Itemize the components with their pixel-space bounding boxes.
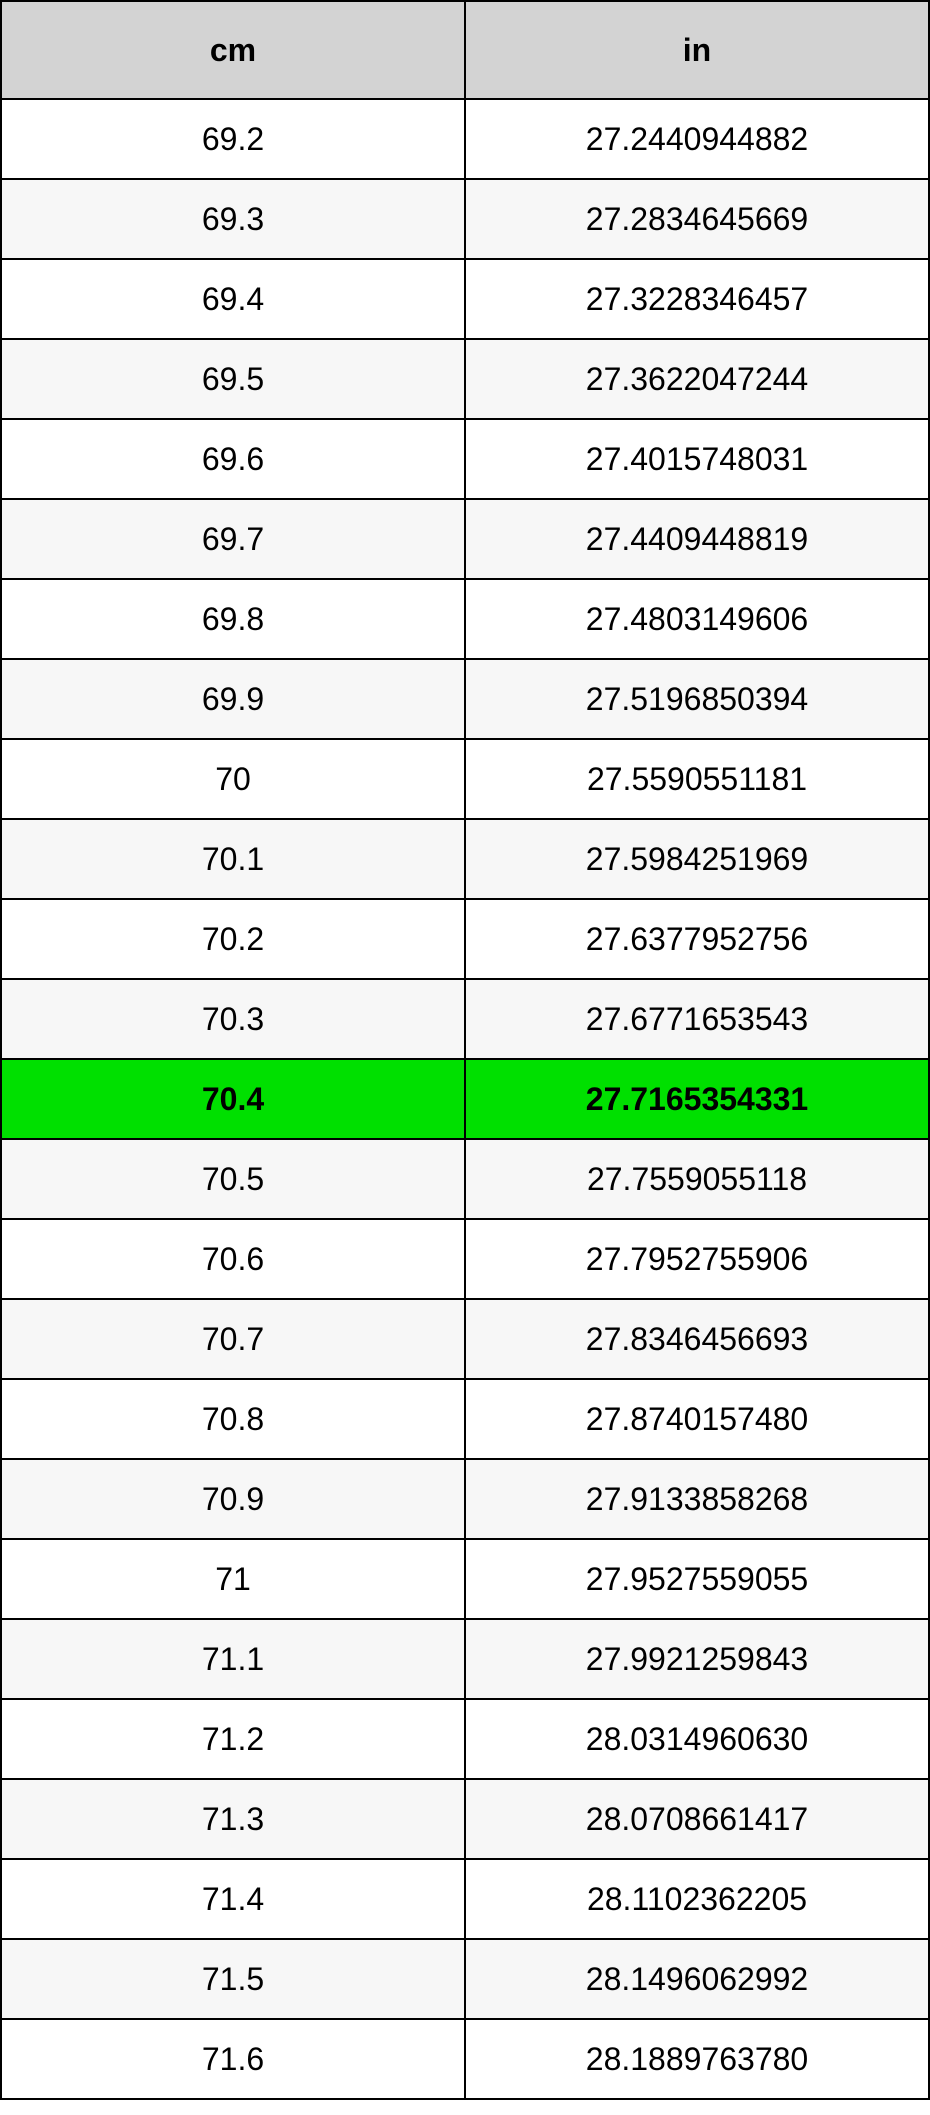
cell-cm: 70.5 <box>1 1139 465 1219</box>
cell-in: 27.7952755906 <box>465 1219 929 1299</box>
cell-in: 27.5196850394 <box>465 659 929 739</box>
cell-in: 27.7559055118 <box>465 1139 929 1219</box>
table-row: 71.528.1496062992 <box>1 1939 929 2019</box>
cell-cm: 70.1 <box>1 819 465 899</box>
cell-in: 27.2834645669 <box>465 179 929 259</box>
table-row: 70.527.7559055118 <box>1 1139 929 1219</box>
cell-in: 27.4015748031 <box>465 419 929 499</box>
cell-in: 28.1496062992 <box>465 1939 929 2019</box>
table-row: 71.328.0708661417 <box>1 1779 929 1859</box>
cell-in: 27.5590551181 <box>465 739 929 819</box>
table-row: 7127.9527559055 <box>1 1539 929 1619</box>
table-row: 70.327.6771653543 <box>1 979 929 1059</box>
table-row: 70.127.5984251969 <box>1 819 929 899</box>
table-body: 69.227.244094488269.327.283464566969.427… <box>1 99 929 2099</box>
table-row: 69.427.3228346457 <box>1 259 929 339</box>
cell-in: 27.9133858268 <box>465 1459 929 1539</box>
cell-cm: 70.7 <box>1 1299 465 1379</box>
table-row: 71.628.1889763780 <box>1 2019 929 2099</box>
cell-in: 27.7165354331 <box>465 1059 929 1139</box>
cell-in: 27.3228346457 <box>465 259 929 339</box>
cell-cm: 70 <box>1 739 465 819</box>
cell-in: 27.5984251969 <box>465 819 929 899</box>
table-row: 70.927.9133858268 <box>1 1459 929 1539</box>
table-row: 69.927.5196850394 <box>1 659 929 739</box>
table-row: 69.627.4015748031 <box>1 419 929 499</box>
cell-cm: 70.8 <box>1 1379 465 1459</box>
cell-cm: 71.3 <box>1 1779 465 1859</box>
cell-in: 27.9527559055 <box>465 1539 929 1619</box>
table-row: 71.127.9921259843 <box>1 1619 929 1699</box>
cell-in: 28.0708661417 <box>465 1779 929 1859</box>
cell-cm: 71.5 <box>1 1939 465 2019</box>
cell-cm: 71 <box>1 1539 465 1619</box>
cell-cm: 69.6 <box>1 419 465 499</box>
cell-in: 27.4803149606 <box>465 579 929 659</box>
cell-cm: 69.3 <box>1 179 465 259</box>
table-row: 71.428.1102362205 <box>1 1859 929 1939</box>
table-row: 69.727.4409448819 <box>1 499 929 579</box>
cell-in: 27.6377952756 <box>465 899 929 979</box>
table-row: 71.228.0314960630 <box>1 1699 929 1779</box>
cell-cm: 69.4 <box>1 259 465 339</box>
cell-cm: 71.4 <box>1 1859 465 1939</box>
cell-cm: 71.6 <box>1 2019 465 2099</box>
cell-cm: 70.4 <box>1 1059 465 1139</box>
cell-cm: 70.9 <box>1 1459 465 1539</box>
cell-cm: 70.2 <box>1 899 465 979</box>
conversion-table: cm in 69.227.244094488269.327.2834645669… <box>0 0 930 2100</box>
cell-in: 28.1102362205 <box>465 1859 929 1939</box>
table-row: 69.327.2834645669 <box>1 179 929 259</box>
cell-in: 27.3622047244 <box>465 339 929 419</box>
cell-cm: 70.3 <box>1 979 465 1059</box>
table-row: 70.727.8346456693 <box>1 1299 929 1379</box>
cell-cm: 69.5 <box>1 339 465 419</box>
column-header-in: in <box>465 1 929 99</box>
cell-in: 28.0314960630 <box>465 1699 929 1779</box>
table-row: 70.827.8740157480 <box>1 1379 929 1459</box>
cell-in: 28.1889763780 <box>465 2019 929 2099</box>
table-row: 7027.5590551181 <box>1 739 929 819</box>
cell-in: 27.8346456693 <box>465 1299 929 1379</box>
cell-in: 27.9921259843 <box>465 1619 929 1699</box>
table-header-row: cm in <box>1 1 929 99</box>
cell-cm: 69.9 <box>1 659 465 739</box>
cell-cm: 71.2 <box>1 1699 465 1779</box>
table-row: 70.427.7165354331 <box>1 1059 929 1139</box>
table-row: 70.627.7952755906 <box>1 1219 929 1299</box>
cell-cm: 71.1 <box>1 1619 465 1699</box>
conversion-table-container: cm in 69.227.244094488269.327.2834645669… <box>0 0 930 2100</box>
cell-cm: 69.8 <box>1 579 465 659</box>
cell-cm: 69.2 <box>1 99 465 179</box>
cell-in: 27.8740157480 <box>465 1379 929 1459</box>
cell-in: 27.2440944882 <box>465 99 929 179</box>
column-header-cm: cm <box>1 1 465 99</box>
table-row: 69.227.2440944882 <box>1 99 929 179</box>
cell-in: 27.4409448819 <box>465 499 929 579</box>
cell-cm: 70.6 <box>1 1219 465 1299</box>
cell-in: 27.6771653543 <box>465 979 929 1059</box>
table-row: 69.527.3622047244 <box>1 339 929 419</box>
table-row: 70.227.6377952756 <box>1 899 929 979</box>
table-row: 69.827.4803149606 <box>1 579 929 659</box>
cell-cm: 69.7 <box>1 499 465 579</box>
